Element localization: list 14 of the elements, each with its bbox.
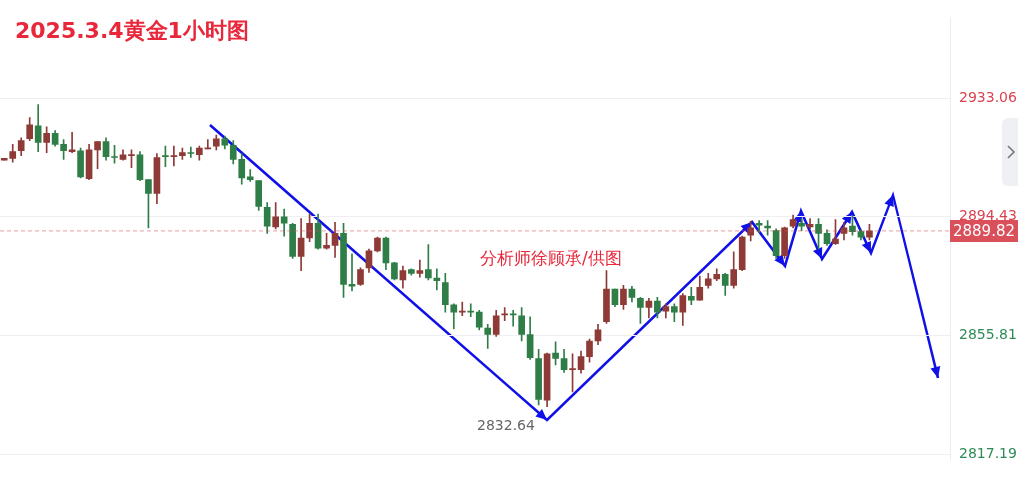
y-tick-label: 2933.06 bbox=[959, 88, 1017, 105]
y-tick-label: 2894.43 bbox=[959, 207, 1017, 224]
annotation: 2832.64 bbox=[477, 417, 535, 433]
candlestick bbox=[246, 169, 254, 182]
candlestick bbox=[187, 146, 195, 158]
candlestick bbox=[170, 145, 178, 167]
y-tick-label: 2817.19 bbox=[959, 444, 1017, 461]
annotation: 分析师徐顾承/供图 bbox=[480, 247, 622, 270]
candlestick bbox=[416, 259, 424, 278]
candlestick bbox=[348, 253, 356, 292]
y-tick-label: 2855.81 bbox=[959, 326, 1017, 343]
candlestick bbox=[687, 286, 695, 306]
ref-line-label: 2889.82 bbox=[952, 221, 1016, 240]
chart-title: 2025.3.4黄金1小时图 bbox=[15, 17, 249, 45]
